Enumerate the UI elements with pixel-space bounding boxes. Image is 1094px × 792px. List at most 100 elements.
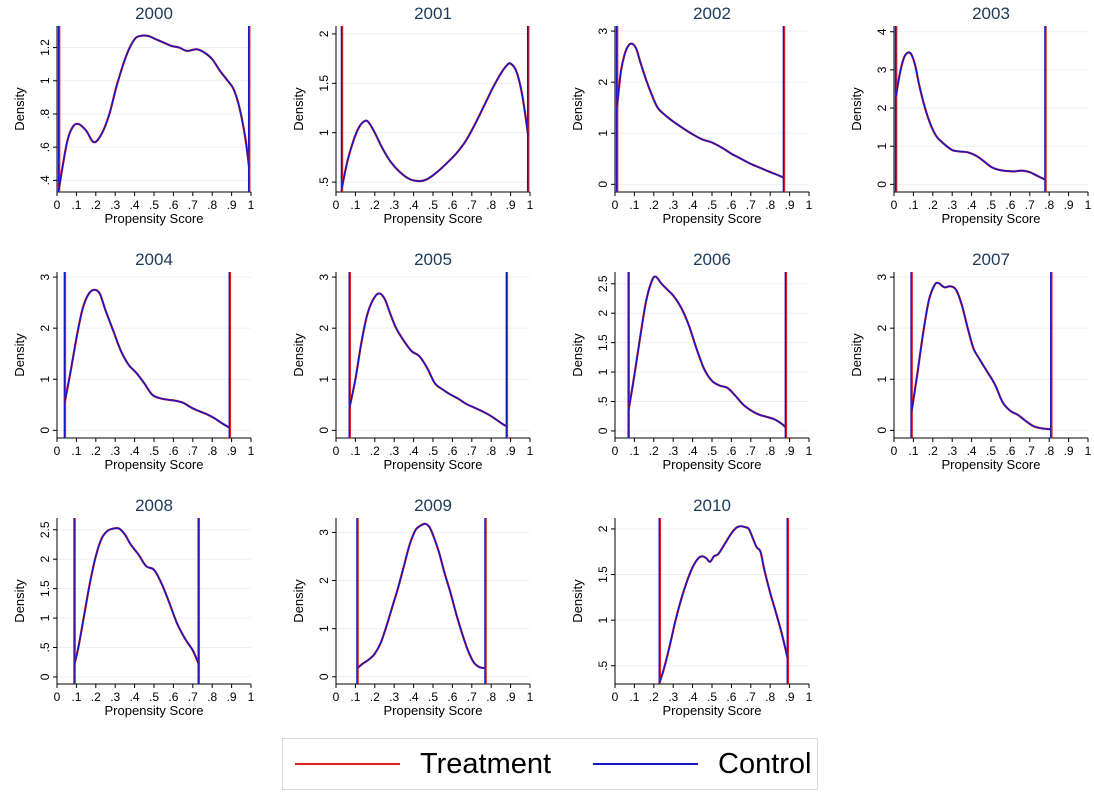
y-tick-label: .5 xyxy=(38,642,52,652)
x-tick-label: .5 xyxy=(149,198,159,212)
y-tick-label: 1.5 xyxy=(38,580,52,597)
y-tick-label: 1 xyxy=(317,129,331,136)
treatment-density-line xyxy=(658,525,789,683)
x-tick-label: .1 xyxy=(629,444,639,458)
density-panel-2008: 2008 0 .5 1 1.5 2 2.5 0 .1 .2 .3 .4 .5 .6 .7 .8 .9 1 Prope… xyxy=(12,496,255,718)
x-tick-label: .6 xyxy=(447,690,457,704)
x-tick-label: .8 xyxy=(207,444,217,458)
x-tick-label: .7 xyxy=(467,690,477,704)
x-tick-label: .5 xyxy=(986,444,996,458)
y-tick-label: 1 xyxy=(38,77,52,84)
x-tick-label: .1 xyxy=(908,198,918,212)
y-axis-title: Density xyxy=(849,333,864,377)
y-tick-label: .6 xyxy=(38,142,52,152)
x-tick-label: .4 xyxy=(130,690,140,704)
x-tick-label: .5 xyxy=(707,690,717,704)
y-tick-label: 3 xyxy=(317,273,331,280)
y-tick-label: 0 xyxy=(596,427,610,434)
x-tick-label: .7 xyxy=(746,690,756,704)
x-axis-title: Propensity Score xyxy=(384,211,483,226)
x-tick-label: .8 xyxy=(486,444,496,458)
x-tick-label: .2 xyxy=(649,198,659,212)
x-tick-label: 0 xyxy=(891,198,898,212)
y-tick-label: 1.5 xyxy=(596,566,610,583)
treatment-density-line xyxy=(57,34,251,189)
x-tick-label: .4 xyxy=(409,444,419,458)
y-tick-label: 2 xyxy=(38,325,52,332)
x-tick-label: .9 xyxy=(227,444,237,458)
x-tick-label: 0 xyxy=(333,690,340,704)
x-axis-title: Propensity Score xyxy=(942,457,1041,472)
x-tick-label: .9 xyxy=(506,198,516,212)
control-density-line xyxy=(627,275,787,428)
x-tick-label: 1 xyxy=(248,690,255,704)
x-tick-label: 0 xyxy=(54,198,61,212)
density-panel-2006: 2006 0 .5 1 1.5 2 2.5 0 .1 .2 .3 .4 .5 .6 .7 .8 .9 1 Prope… xyxy=(570,250,813,472)
x-tick-label: 1 xyxy=(527,444,534,458)
y-axis-title: Density xyxy=(12,87,27,131)
y-tick-label: 0 xyxy=(317,427,331,434)
x-tick-label: .7 xyxy=(467,198,477,212)
panel-title: 2001 xyxy=(414,4,452,23)
y-tick-label: 1 xyxy=(596,130,610,137)
y-tick-label: 4 xyxy=(875,28,889,35)
x-tick-label: .7 xyxy=(746,444,756,458)
y-tick-label: 2.5 xyxy=(38,521,52,538)
x-tick-label: 1 xyxy=(527,198,534,212)
x-tick-label: .3 xyxy=(389,444,399,458)
x-tick-label: .7 xyxy=(1025,198,1035,212)
y-tick-label: 2 xyxy=(875,104,889,111)
y-axis-title: Density xyxy=(570,579,585,623)
x-tick-label: .1 xyxy=(71,690,81,704)
density-panel-2001: 2001 .5 1 1.5 2 0 .1 .2 .3 .4 .5 .6 .7 .8 .9 1 Propensit… xyxy=(291,4,534,226)
y-axis-title: Density xyxy=(570,333,585,377)
density-panel-2004: 2004 0 1 2 3 0 .1 .2 .3 .4 .5 .6 .7 .8 .9 1 Propensity S… xyxy=(12,250,255,472)
panel-title: 2005 xyxy=(414,250,452,269)
x-tick-label: .5 xyxy=(428,198,438,212)
x-tick-label: .7 xyxy=(1025,444,1035,458)
panel-title: 2000 xyxy=(135,4,173,23)
treatment-density-line xyxy=(615,42,785,179)
y-axis-title: Density xyxy=(291,333,306,377)
x-tick-label: .3 xyxy=(668,690,678,704)
x-tick-label: .9 xyxy=(1064,198,1074,212)
x-tick-label: .4 xyxy=(688,690,698,704)
x-tick-label: .5 xyxy=(707,444,717,458)
x-tick-label: 1 xyxy=(806,444,813,458)
x-tick-label: 1 xyxy=(1085,198,1092,212)
x-tick-label: .2 xyxy=(928,198,938,212)
density-panel-2003: 2003 0 1 2 3 4 0 .1 .2 .3 .4 .5 .6 .7 .8 .9 1 Propensity … xyxy=(849,4,1092,226)
panel-title: 2009 xyxy=(414,496,452,515)
y-tick-label: 2 xyxy=(875,325,889,332)
x-tick-label: .8 xyxy=(207,198,217,212)
x-tick-label: 0 xyxy=(54,444,61,458)
x-tick-label: .1 xyxy=(629,198,639,212)
x-axis-title: Propensity Score xyxy=(942,211,1041,226)
legend-label-control: Control xyxy=(718,748,812,780)
legend-swatch-control xyxy=(593,763,698,765)
x-tick-label: .7 xyxy=(188,198,198,212)
y-tick-label: 3 xyxy=(38,273,52,280)
x-tick-label: .3 xyxy=(947,444,957,458)
density-panel-2009: 2009 0 1 2 3 0 .1 .2 .3 .4 .5 .6 .7 .8 .9 1 Propensity S… xyxy=(291,496,534,718)
x-tick-label: .3 xyxy=(110,198,120,212)
x-axis-title: Propensity Score xyxy=(105,211,204,226)
x-tick-label: .8 xyxy=(207,690,217,704)
y-tick-label: 0 xyxy=(875,427,889,434)
x-tick-label: .6 xyxy=(447,198,457,212)
panel-title: 2007 xyxy=(972,250,1010,269)
x-tick-label: .1 xyxy=(629,690,639,704)
panel-title: 2008 xyxy=(135,496,173,515)
x-tick-label: 1 xyxy=(248,198,255,212)
treatment-density-line xyxy=(340,62,530,189)
y-tick-label: 1.5 xyxy=(596,334,610,351)
treatment-density-line xyxy=(910,281,1052,431)
x-tick-label: .2 xyxy=(649,444,659,458)
x-tick-label: .9 xyxy=(785,690,795,704)
x-tick-label: .8 xyxy=(1044,444,1054,458)
x-tick-label: .2 xyxy=(370,198,380,212)
y-tick-label: 2 xyxy=(317,577,331,584)
y-tick-label: 1 xyxy=(596,368,610,375)
x-tick-label: .3 xyxy=(110,690,120,704)
x-tick-label: .6 xyxy=(726,444,736,458)
